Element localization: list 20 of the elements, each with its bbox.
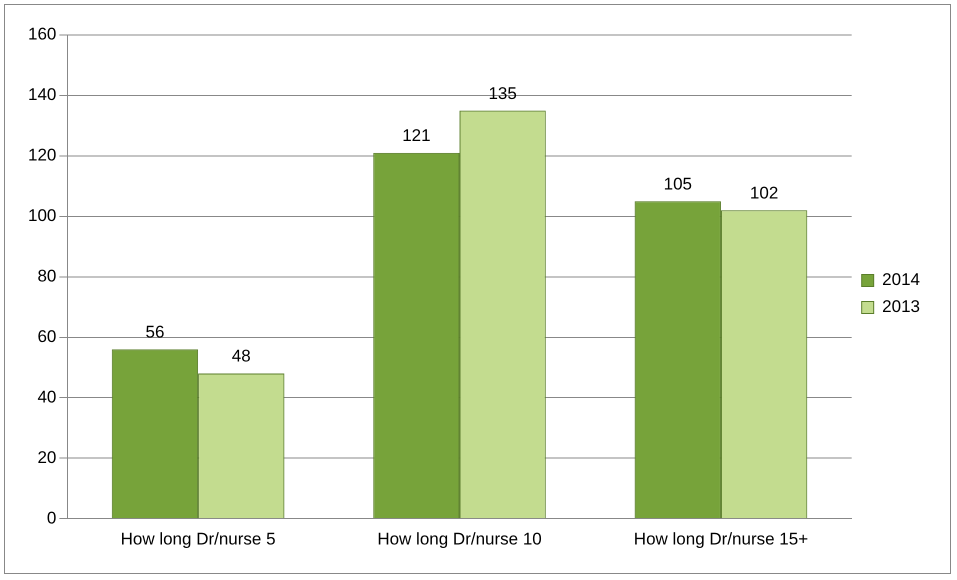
y-tick-label: 0 [46,508,56,528]
data-label: 121 [402,126,431,146]
y-tick-label: 100 [28,206,56,226]
y-tick-label: 40 [37,387,56,406]
y-tick-label: 60 [37,326,56,346]
y-tick-label: 20 [37,448,56,467]
y-tick-label: 160 [28,24,56,44]
y-tick-label: 140 [28,85,56,104]
data-label: 56 [145,322,164,342]
y-tick-label: 120 [28,146,56,165]
y-tick-label: 80 [37,266,56,286]
data-label: 102 [750,183,778,202]
x-tick-label: How long Dr/nurse 15+ [634,529,808,548]
x-tick-label: How long Dr/nurse 5 [120,529,276,548]
data-label: 48 [232,346,251,366]
x-tick-label: How long Dr/nurse 10 [377,529,542,548]
legend-label: 2013 [882,297,920,316]
legend-label: 2014 [882,270,920,290]
data-label: 105 [664,174,692,194]
data-label: 135 [488,84,517,103]
